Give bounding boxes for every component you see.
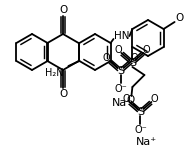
Text: O: O bbox=[175, 13, 184, 23]
Text: O: O bbox=[115, 45, 122, 55]
Text: Na⁺: Na⁺ bbox=[112, 98, 133, 108]
Text: S: S bbox=[129, 58, 136, 68]
Text: O: O bbox=[103, 53, 110, 63]
Text: O: O bbox=[143, 45, 150, 55]
Text: O⁻: O⁻ bbox=[134, 125, 147, 135]
Text: O: O bbox=[123, 94, 130, 104]
Text: H₂N: H₂N bbox=[45, 68, 63, 78]
Text: S: S bbox=[117, 66, 124, 76]
Text: O: O bbox=[131, 53, 138, 63]
Text: O: O bbox=[59, 89, 67, 99]
Text: O: O bbox=[151, 94, 158, 104]
Text: Na⁺: Na⁺ bbox=[136, 137, 157, 147]
Text: HN: HN bbox=[114, 31, 129, 41]
Text: O: O bbox=[126, 95, 135, 105]
Text: O: O bbox=[59, 5, 67, 15]
Text: O⁻: O⁻ bbox=[114, 84, 127, 94]
Text: S: S bbox=[137, 107, 144, 117]
